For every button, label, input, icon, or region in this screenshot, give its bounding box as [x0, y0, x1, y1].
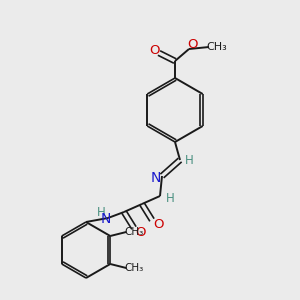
- Text: O: O: [149, 44, 159, 56]
- Text: N: N: [101, 212, 111, 226]
- Text: O: O: [187, 38, 197, 52]
- Text: O: O: [135, 226, 145, 238]
- Text: H: H: [184, 154, 194, 167]
- Text: CH₃: CH₃: [124, 263, 144, 273]
- Text: O: O: [153, 218, 163, 230]
- Text: H: H: [166, 191, 174, 205]
- Text: CH₃: CH₃: [207, 42, 227, 52]
- Text: CH₃: CH₃: [124, 227, 144, 237]
- Text: N: N: [151, 171, 161, 185]
- Text: H: H: [97, 206, 105, 220]
